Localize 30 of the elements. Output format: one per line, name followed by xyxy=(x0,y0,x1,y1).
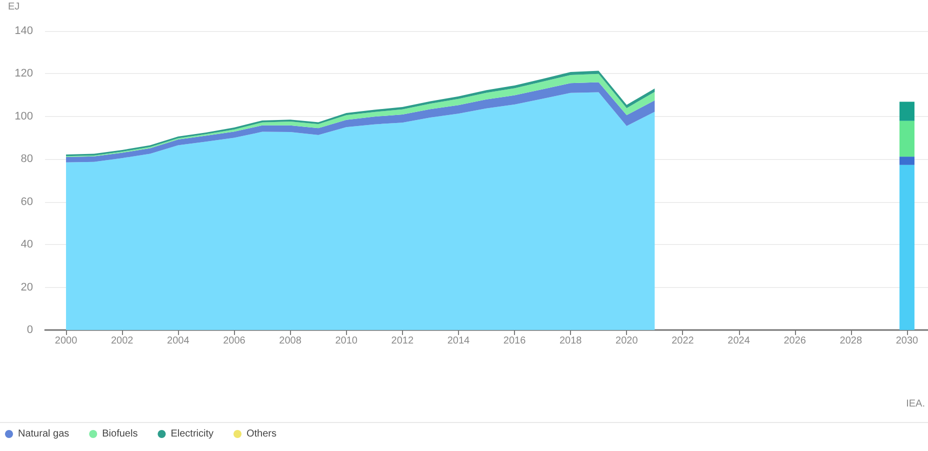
x-tick-label: 2018 xyxy=(559,336,582,346)
text: IEA. xyxy=(906,398,926,410)
x-tick-label: 2004 xyxy=(167,336,190,346)
x-tick-label: 2022 xyxy=(672,336,694,346)
x-tick-label: 2026 xyxy=(784,336,806,346)
x-tick-label: 2008 xyxy=(279,336,302,346)
x-tick-label: 2000 xyxy=(54,336,78,346)
x-tick-label: 2020 xyxy=(616,336,638,346)
y-tick-label: 0 xyxy=(26,324,33,336)
x-tick-label: 2030 xyxy=(896,336,919,346)
x-tick-label: 2014 xyxy=(447,336,470,346)
x-tick-label: 2024 xyxy=(728,336,750,346)
y-tick-label: 60 xyxy=(20,196,33,208)
x-tick-label: 2012 xyxy=(391,336,414,346)
y-tick-label: 20 xyxy=(20,281,33,294)
legend-label: Natural gas xyxy=(18,428,70,440)
y-tick-label: 80 xyxy=(20,153,33,166)
y-tick-label: 120 xyxy=(14,68,33,80)
x-tick-label: 2002 xyxy=(110,336,134,346)
y-tick-label: 100 xyxy=(14,110,33,122)
x-tick-label: 2006 xyxy=(223,336,246,346)
x-tick-label: 2016 xyxy=(503,336,526,346)
legend-label: Others xyxy=(246,428,277,440)
x-tick-label: 2010 xyxy=(335,336,358,346)
legend-label: Electricity xyxy=(170,428,214,440)
x-tick-label: 2028 xyxy=(840,336,862,346)
y-tick-label: 140 xyxy=(14,25,33,37)
legend-label: Biofuels xyxy=(102,428,138,440)
y-axis-title: EJ xyxy=(8,2,20,12)
y-tick-label: 40 xyxy=(20,238,33,251)
